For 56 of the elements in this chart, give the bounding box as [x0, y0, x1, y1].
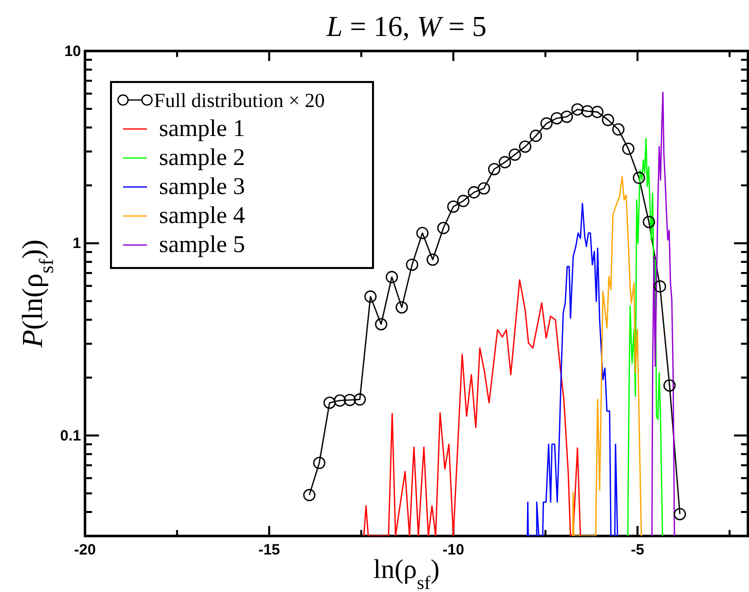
point [654, 280, 666, 293]
point [540, 117, 553, 130]
line-series [572, 176, 642, 536]
point [313, 456, 326, 470]
point [457, 194, 470, 208]
point [416, 226, 429, 240]
point [303, 488, 316, 502]
text: Full distribution × 20 [154, 90, 325, 112]
point [386, 270, 398, 284]
point [612, 123, 624, 136]
point [488, 162, 500, 176]
line-series [651, 92, 676, 536]
legend-label: sample 3 [159, 174, 245, 200]
point [560, 110, 573, 123]
x-tick-label: -20 [74, 542, 96, 559]
point [447, 200, 460, 213]
point [406, 258, 418, 271]
point [437, 222, 450, 234]
legend-label: sample 4 [159, 203, 245, 229]
point [323, 396, 336, 409]
point [550, 112, 563, 124]
point [426, 253, 439, 266]
point [571, 103, 584, 116]
point [642, 216, 656, 228]
y-tick-label: 1 [72, 235, 81, 252]
point [364, 290, 377, 303]
x-tick-label: -10 [442, 542, 464, 559]
point [396, 301, 408, 314]
point [581, 105, 594, 118]
point [498, 156, 512, 168]
point [632, 172, 646, 184]
point [622, 142, 634, 155]
point [663, 379, 676, 392]
legend-label: sample 1 [159, 116, 245, 142]
point [374, 318, 388, 330]
y-tick-label: 0.1 [60, 427, 81, 444]
point [344, 394, 356, 406]
legend-label: sample 2 [159, 145, 245, 171]
x-axis-title: ln(ρ$_{sf}$) [373, 554, 440, 592]
point [508, 148, 521, 161]
y-tick-label: 10 [64, 42, 81, 60]
point [591, 106, 604, 118]
x-tick-label: -15 [258, 542, 280, 559]
legend-label: sample 5 [159, 232, 245, 258]
point [468, 186, 480, 198]
point [334, 394, 346, 407]
point [530, 130, 542, 142]
point [519, 140, 532, 153]
x-tick-label: -5 [630, 542, 644, 559]
point [674, 508, 686, 520]
line-series [526, 202, 618, 536]
point [602, 114, 614, 126]
point [478, 182, 490, 194]
line-series [363, 279, 582, 536]
point [354, 393, 366, 406]
chart-title: L = 16, W = 5 [325, 11, 487, 43]
